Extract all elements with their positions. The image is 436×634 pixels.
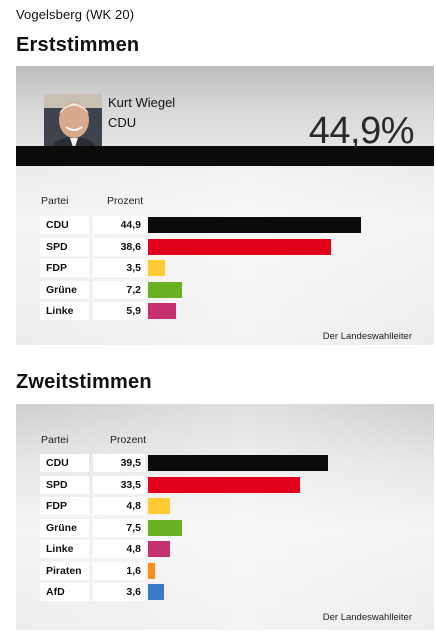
percent-value: 7,5 [93,518,145,537]
percent-value: 1,6 [93,561,145,580]
winner-box: Kurt Wiegel CDU 44,9% [16,66,434,166]
result-row: FDP 3,5 [16,259,434,277]
percent-value: 7,2 [93,280,145,299]
result-row: Linke 4,8 [16,540,434,558]
district-title: Vogelsberg (WK 20) [16,7,135,22]
result-row: SPD 33,5 [16,475,434,494]
result-bar [148,260,165,276]
credit: Der Landeswahlleiter [322,331,412,342]
percent-value: 4,8 [93,497,145,515]
result-row: SPD 38,6 [16,237,434,256]
zweitstimmen-panel: Partei Prozent CDU 39,5 SPD 33,5 FDP 4,8 Grüne… [16,404,434,630]
percent-value: 4,8 [93,540,145,558]
result-bar [148,303,176,319]
result-row: CDU 39,5 [16,454,434,472]
party-label: CDU [40,454,89,472]
column-header-percent: Prozent [107,195,144,207]
result-bar [148,281,182,298]
result-row: Piraten 1,6 [16,561,434,580]
winner-percent: 44,9% [308,110,415,152]
result-bar [148,562,155,579]
party-label: FDP [40,497,89,515]
percent-value: 33,5 [93,475,145,494]
candidate-portrait-image [44,94,102,152]
party-label: SPD [40,475,89,494]
party-label: AfD [40,583,89,601]
winner-bar [16,146,434,166]
percent-value: 5,9 [93,302,145,320]
credit: Der Landeswahlleiter [322,612,412,623]
result-bar [148,519,182,536]
result-row: Grüne 7,2 [16,280,434,299]
party-label: Linke [40,540,89,558]
erststimmen-title: Erststimmen [16,34,140,56]
result-bar [148,584,164,600]
result-row: CDU 44,9 [16,216,434,234]
result-row: AfD 3,6 [16,583,434,601]
party-label: Grüne [40,518,89,537]
column-header-percent: Prozent [110,434,147,446]
zweitstimmen-title: Zweitstimmen [16,371,152,393]
erststimmen-panel: Kurt Wiegel CDU 44,9% Partei Prozent CDU… [16,66,434,345]
party-label: Piraten [40,561,89,580]
percent-value: 44,9 [93,216,145,234]
party-label: Grüne [40,280,89,299]
column-header-party: Partei [41,434,69,446]
column-header-party: Partei [41,195,69,207]
percent-value: 3,6 [93,583,145,601]
result-bar [148,476,300,493]
result-row: Linke 5,9 [16,302,434,320]
party-label: Linke [40,302,89,320]
candidate-photo [44,94,102,152]
result-bar [148,217,361,233]
result-bar [148,238,331,255]
result-row: Grüne 7,5 [16,518,434,537]
percent-value: 38,6 [93,237,145,256]
party-label: FDP [40,259,89,277]
party-label: CDU [40,216,89,234]
party-label: SPD [40,237,89,256]
result-bar [148,541,170,557]
percent-value: 39,5 [93,454,145,472]
result-row: FDP 4,8 [16,497,434,515]
result-bar [148,498,170,514]
candidate-name: Kurt Wiegel [108,95,176,110]
percent-value: 3,5 [93,259,145,277]
result-bar [148,455,328,471]
candidate-party: CDU [108,115,137,130]
